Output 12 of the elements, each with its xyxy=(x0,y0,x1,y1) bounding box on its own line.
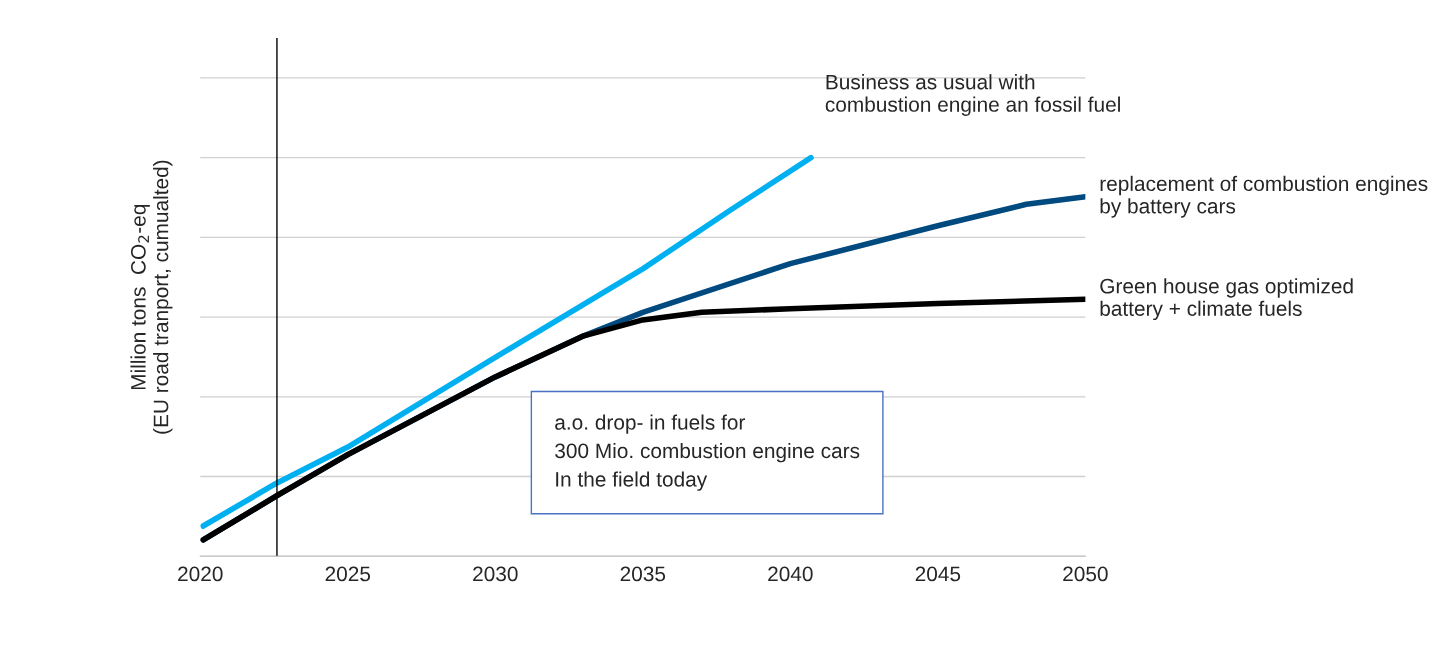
x-tick-label: 2030 xyxy=(473,566,518,582)
x-tick-label: 2025 xyxy=(325,566,371,582)
y-axis-title: Million tons CO$_{2}$-eq (EU road tranport, cumualted) xyxy=(130,160,173,434)
series-label: Green house gas optimized battery + climate fuels xyxy=(1100,278,1353,321)
x-tick-label: 2040 xyxy=(768,566,813,582)
annotation: a.o. drop- in fuels for 300 Mio. combustion engine cars In the field today xyxy=(555,414,860,491)
x-tick-label: 2045 xyxy=(915,566,961,582)
x-tick-label: 2050 xyxy=(1063,566,1108,582)
x-tick-label: 2020 xyxy=(178,566,223,582)
series-label: replacement of combustion engines by battery cars xyxy=(1100,175,1428,218)
x-tick-label: 2035 xyxy=(620,566,666,582)
text: Business as usual with combustion engine an fossil fuel xyxy=(825,74,1120,116)
